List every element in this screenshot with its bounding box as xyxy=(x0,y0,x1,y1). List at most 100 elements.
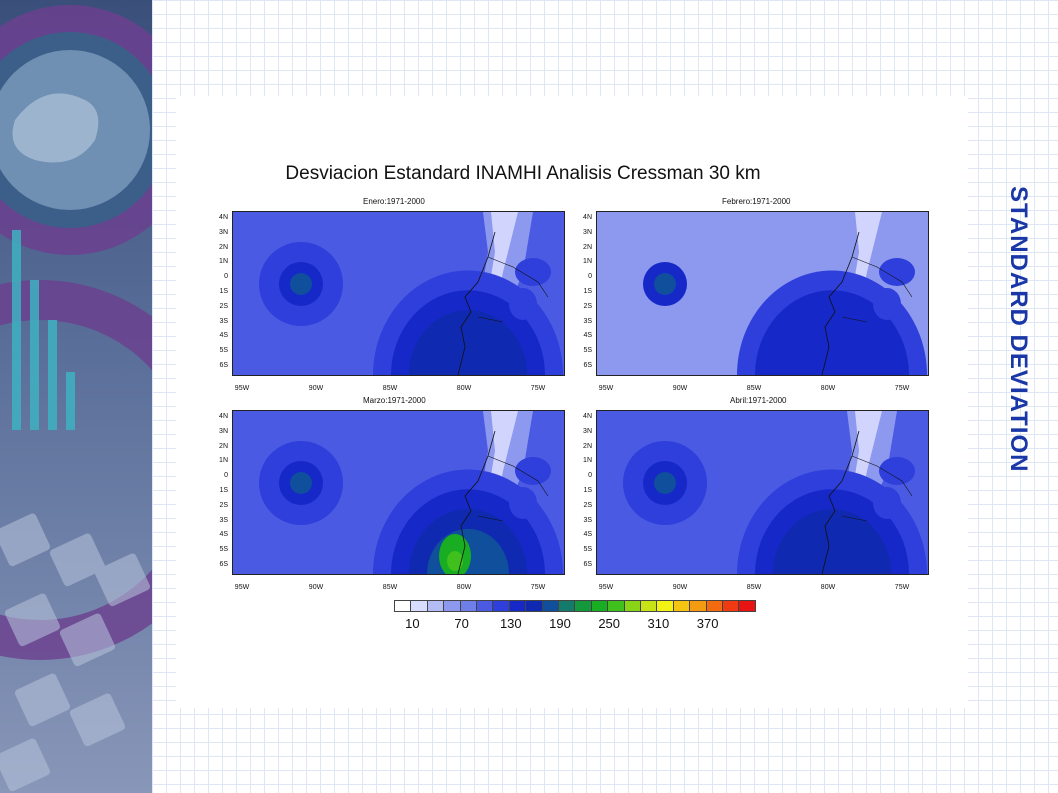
lat-tick-label: 5S xyxy=(219,546,228,554)
lat-tick-label: 4N xyxy=(583,413,592,420)
slide-side-title: STANDARD DEVIATION xyxy=(1005,186,1032,473)
colorbar-tick-label: 10 xyxy=(405,616,420,631)
lat-tick-label: 5S xyxy=(583,546,592,554)
colorbar-box xyxy=(607,600,625,612)
colorbar-box xyxy=(476,600,494,612)
colorbar-box xyxy=(705,600,723,612)
lat-tick-label: 6S xyxy=(219,362,228,369)
colorbar-box xyxy=(656,600,674,612)
map-panel-febrero xyxy=(596,211,929,376)
lat-tick-label: 6S xyxy=(583,362,592,369)
colorbar-tick-label: 250 xyxy=(598,616,621,631)
lat-tick-label: 1S xyxy=(219,288,228,295)
colorbar-box xyxy=(738,600,756,612)
colorbar-box xyxy=(394,600,412,612)
lat-tick-label: 2N xyxy=(219,442,228,450)
lat-tick-label: 4S xyxy=(583,332,592,340)
lat-tick-label: 1N xyxy=(219,258,228,266)
lat-tick-label: 0 xyxy=(588,472,592,480)
lon-tick-label: 75W xyxy=(530,385,546,392)
lat-tick-label: 2S xyxy=(583,501,592,509)
colorbar-box xyxy=(410,600,428,612)
lat-tick-label: 2N xyxy=(219,243,228,251)
lat-tick-label: 4N xyxy=(219,413,228,420)
lat-tick-label: 4S xyxy=(583,531,592,539)
lon-tick-label: 90W xyxy=(672,584,688,591)
lon-tick-label: 75W xyxy=(530,584,546,591)
lat-tick-label: 3S xyxy=(219,317,228,325)
lon-tick-label: 80W xyxy=(820,584,836,591)
colorbar-box xyxy=(541,600,559,612)
lon-tick-label: 80W xyxy=(456,385,472,392)
lat-tick-label: 3S xyxy=(219,516,228,524)
lat-tick-label: 5S xyxy=(583,347,592,355)
lat-tick-label: 4S xyxy=(219,531,228,539)
colorbar-tick-label: 310 xyxy=(647,616,670,631)
colorbar-box xyxy=(525,600,543,612)
lat-tick-label: 3S xyxy=(583,317,592,325)
lat-tick-label: 5S xyxy=(219,347,228,355)
colorbar-box xyxy=(492,600,510,612)
lon-tick-label: 95W xyxy=(234,385,250,392)
colorbar-box xyxy=(722,600,740,612)
colorbar-box xyxy=(558,600,576,612)
map-panel-marzo xyxy=(232,410,565,575)
lat-tick-label: 1S xyxy=(219,487,228,494)
lat-tick-label: 4N xyxy=(219,214,228,221)
lon-tick-label: 85W xyxy=(382,385,398,392)
lat-tick-label: 1N xyxy=(219,457,228,465)
lat-tick-label: 3N xyxy=(583,228,592,236)
lon-tick-label: 80W xyxy=(820,385,836,392)
colorbar-box xyxy=(623,600,641,612)
map-panel-enero xyxy=(232,211,565,376)
lat-tick-label: 2S xyxy=(219,302,228,310)
colorbar-box xyxy=(574,600,592,612)
lat-tick-label: 3N xyxy=(219,228,228,236)
lat-tick-label: 0 xyxy=(588,273,592,281)
map-contours-1 xyxy=(597,212,928,375)
lat-tick-label: 0 xyxy=(224,472,228,480)
colorbar-box xyxy=(426,600,445,612)
colorbar-box xyxy=(689,600,707,612)
colorbar-box xyxy=(459,600,477,612)
lat-tick-label: 0 xyxy=(224,273,228,281)
lon-tick-label: 85W xyxy=(746,385,762,392)
colorbar-box xyxy=(508,600,527,612)
colorbar-box xyxy=(672,600,691,612)
lon-tick-label: 85W xyxy=(746,584,762,591)
lon-tick-label: 80W xyxy=(456,584,472,591)
lon-tick-label: 95W xyxy=(234,584,250,591)
panel-title-enero: Enero:1971-2000 xyxy=(363,197,425,206)
map-contours-2 xyxy=(233,411,564,574)
lat-tick-label: 6S xyxy=(219,561,228,568)
lon-tick-label: 95W xyxy=(598,584,614,591)
lat-tick-label: 6S xyxy=(583,561,592,568)
lon-tick-label: 90W xyxy=(308,584,324,591)
map-contours-3 xyxy=(597,411,928,574)
lat-tick-label: 3N xyxy=(219,427,228,435)
lat-tick-label: 1N xyxy=(583,258,592,266)
lon-tick-label: 85W xyxy=(382,584,398,591)
lat-tick-label: 2S xyxy=(583,302,592,310)
colorbar-tick-label: 190 xyxy=(549,616,571,631)
lat-tick-label: 2S xyxy=(219,501,228,509)
lat-tick-label: 3N xyxy=(583,427,592,435)
lat-tick-label: 2N xyxy=(583,243,592,251)
lon-tick-label: 90W xyxy=(672,385,688,392)
colorbar-box xyxy=(443,600,461,612)
map-panel-abril xyxy=(596,410,929,575)
colorbar-tick-label: 130 xyxy=(499,616,522,631)
lat-tick-label: 4N xyxy=(583,214,592,221)
lon-tick-label: 75W xyxy=(894,584,910,591)
colorbar-tick-label: 70 xyxy=(454,616,469,631)
lat-tick-label: 4S xyxy=(219,332,228,340)
panel-title-febrero: Febrero:1971-2000 xyxy=(722,197,791,206)
panel-title-marzo: Marzo:1971-2000 xyxy=(363,396,426,405)
colorbar-box xyxy=(640,600,658,612)
map-contours-0 xyxy=(233,212,564,375)
lat-tick-label: 3S xyxy=(583,516,592,524)
panel-title-abril: Abril:1971-2000 xyxy=(730,396,787,405)
lon-tick-label: 75W xyxy=(894,385,910,392)
lon-tick-label: 90W xyxy=(308,385,324,392)
lat-tick-label: 1N xyxy=(583,457,592,465)
